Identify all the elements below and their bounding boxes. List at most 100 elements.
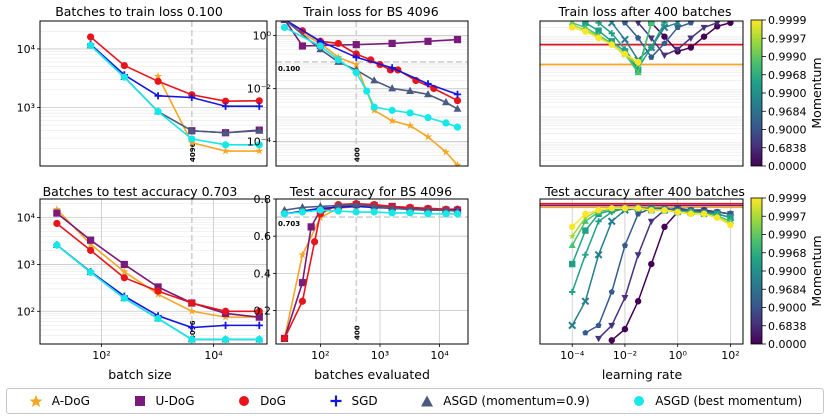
p4-title: Batches to test accuracy 0.703 xyxy=(43,184,238,199)
momentum-point xyxy=(607,21,616,27)
data-point-adog xyxy=(441,147,451,156)
data-point-dog xyxy=(87,246,95,254)
momentum-point xyxy=(595,34,602,42)
data-point-asgd_best xyxy=(453,123,462,131)
square-marker-icon xyxy=(134,396,145,406)
p5-title: Test accuracy for BS 4096 xyxy=(289,184,452,199)
p4-plot: 10² 10³ 10⁴ 10² 10⁴ 4096 xyxy=(17,198,268,362)
data-point-asgd_best xyxy=(352,208,360,216)
data-point-sgd xyxy=(154,92,162,100)
data-point-sgd xyxy=(188,323,196,332)
reference-vline-label: 4096 xyxy=(189,142,197,162)
momentum-point xyxy=(608,288,615,295)
data-point-dog xyxy=(53,219,61,228)
momentum-point xyxy=(648,206,655,214)
series-line-asgd_09 xyxy=(285,21,458,110)
data-point-dog xyxy=(221,307,230,315)
legend-item-sgd: SGD xyxy=(328,394,378,408)
momentum-point xyxy=(595,206,602,214)
y-tick-label: 0.4 xyxy=(254,267,272,280)
momentum-point xyxy=(660,52,669,60)
momentum-point xyxy=(608,205,615,212)
data-point-asgd_best xyxy=(316,42,324,50)
momentum-point xyxy=(648,260,655,268)
reference-vline-label: 4096 xyxy=(189,320,197,340)
p2-title: Train loss for BS 4096 xyxy=(302,4,438,19)
data-point-asgd_best xyxy=(87,41,95,49)
momentum-line xyxy=(624,22,692,59)
momentum-point xyxy=(634,68,642,76)
data-point-dog xyxy=(453,96,462,105)
y-tick-label: 10³ xyxy=(17,258,35,271)
colorbar-tick-label: 0.9990 xyxy=(768,229,807,242)
data-point-asgd_best xyxy=(334,56,342,64)
momentum-point xyxy=(648,44,655,51)
data-point-asgd_09 xyxy=(406,86,415,94)
momentum-point xyxy=(635,210,642,217)
data-point-asgd_09 xyxy=(352,200,361,208)
p2-frame xyxy=(275,20,469,167)
colorbar-tick-label: 0.9000 xyxy=(768,124,807,137)
data-point-asgd_best xyxy=(87,268,95,276)
momentum-point xyxy=(582,329,589,336)
legend-item-asgd-best: ASGD (best momentum) xyxy=(631,394,802,408)
series-line-sgd xyxy=(90,43,260,108)
data-point-asgd_best xyxy=(370,208,378,216)
data-point-adog xyxy=(255,146,264,155)
p3-frame xyxy=(539,20,744,167)
data-point-asgd_09 xyxy=(370,202,379,210)
momentum-point xyxy=(687,210,695,218)
series-line-sgd xyxy=(285,21,458,96)
x-tick-label: 10⁴ xyxy=(204,349,223,362)
data-point-asgd_best xyxy=(298,208,307,216)
p6-data xyxy=(540,202,743,344)
momentum-point xyxy=(621,35,629,44)
p2-plot: 10⁻⁴ 10⁻² 10⁰ 400 0.100 xyxy=(247,20,469,167)
data-point-udog xyxy=(453,35,462,44)
data-point-sgd xyxy=(352,53,360,61)
legend-label-udog: U-DoG xyxy=(155,394,195,408)
data-point-asgd_best xyxy=(280,210,289,218)
momentum-point xyxy=(661,21,668,26)
data-point-asgd_best xyxy=(406,109,414,117)
data-point-dog xyxy=(154,77,162,85)
momentum-line xyxy=(585,207,731,334)
p6-frame xyxy=(539,198,744,345)
colorbar-tick-label: 0.6838 xyxy=(768,320,807,333)
legend-label-asgd-09: ASGD (momentum=0.9) xyxy=(443,394,590,408)
momentum-point xyxy=(647,21,655,26)
series-line-dog xyxy=(90,36,260,102)
p5-xlabel: batches evaluated xyxy=(314,367,430,382)
data-point-asgd_best xyxy=(154,314,162,323)
momentum-point xyxy=(648,54,655,60)
colorbar-tick-label: 0.9900 xyxy=(768,87,807,100)
data-point-asgd_best xyxy=(280,23,289,32)
colorbar-tick-label: 0.9990 xyxy=(768,51,807,64)
reference-vline-label: 400 xyxy=(353,325,361,340)
data-point-udog xyxy=(53,209,61,217)
legend-item-asgd-09: ASGD (momentum=0.9) xyxy=(419,394,590,408)
colorbar-tick-label: 0.9684 xyxy=(768,283,807,296)
colorbar-bottom-label: Momentum xyxy=(809,235,824,306)
p3-title: Train loss after 400 batches xyxy=(558,4,732,19)
figure: Batches to train loss 0.100 Train loss f… xyxy=(17,4,824,382)
data-point-dog xyxy=(311,238,319,246)
data-point-asgd_best xyxy=(388,209,396,217)
legend-label-dog: DoG xyxy=(260,394,286,408)
x-tick-label: 10⁴ xyxy=(430,349,449,362)
data-point-udog xyxy=(255,313,263,321)
momentum-point xyxy=(621,21,628,26)
data-point-asgd_09 xyxy=(453,104,462,112)
y-tick-label: 0.8 xyxy=(254,193,272,206)
data-point-asgd_09 xyxy=(370,76,379,84)
momentum-point xyxy=(687,35,695,42)
colorbar-tick-label: 0.9999 xyxy=(768,14,807,27)
colorbar-bottom xyxy=(750,197,763,345)
data-point-dog xyxy=(280,334,289,343)
legend-item-dog: DoG xyxy=(236,394,286,408)
data-point-dog xyxy=(221,97,230,105)
data-point-dog xyxy=(255,307,263,315)
data-point-adog xyxy=(423,132,433,141)
momentum-point xyxy=(582,210,589,218)
momentum-point xyxy=(582,28,589,35)
